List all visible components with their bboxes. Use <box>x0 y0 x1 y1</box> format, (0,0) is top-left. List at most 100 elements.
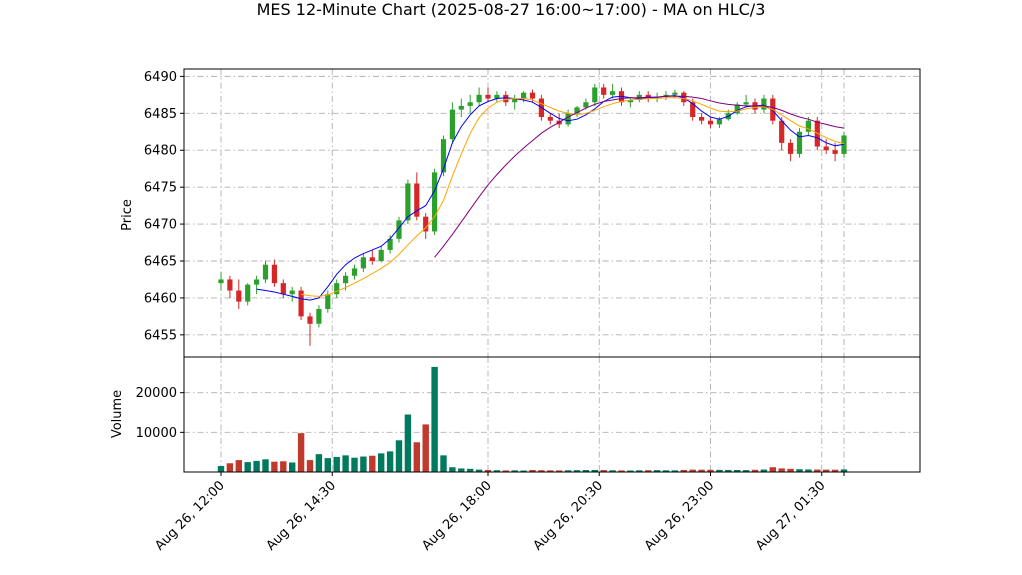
volume-bar <box>823 469 830 472</box>
price-y-ticks: 6455 6460 6465 6470 6475 6480 6485 6490 <box>144 70 184 343</box>
candle-body <box>387 238 393 250</box>
volume-bar <box>636 470 643 472</box>
volume-bar <box>351 457 358 472</box>
volume-bar <box>458 468 465 472</box>
volume-bar <box>564 470 572 472</box>
candle-body <box>432 172 438 232</box>
volume-bar <box>280 461 287 472</box>
candle <box>503 91 509 106</box>
candle <box>396 216 402 243</box>
candle-body <box>565 113 571 125</box>
candle-body <box>351 268 358 276</box>
volume-bar <box>502 470 509 472</box>
candle-body <box>414 183 420 217</box>
candle-body <box>512 98 518 103</box>
candle-body <box>699 117 705 121</box>
ma-line-3 <box>434 95 845 258</box>
candle <box>565 109 571 127</box>
volume-bar <box>591 469 598 472</box>
candle-body <box>369 257 375 261</box>
candle-body <box>325 294 331 309</box>
volume-bar <box>538 470 545 472</box>
price-tick-label: 6455 <box>144 328 177 343</box>
price-tick-label: 6485 <box>144 107 177 122</box>
volume-bar <box>431 366 438 472</box>
volume-bar <box>440 455 447 472</box>
volume-bar <box>760 469 768 472</box>
candle-body <box>503 94 509 103</box>
candle-body <box>592 87 598 103</box>
volume-bar <box>306 460 314 472</box>
candle <box>351 264 358 280</box>
price-tick-label: 6470 <box>144 218 177 233</box>
candle <box>796 128 803 158</box>
volume-bar <box>378 453 385 472</box>
volume-bar <box>289 462 296 472</box>
candle <box>610 83 616 99</box>
volume-bar <box>360 456 367 472</box>
candle <box>672 89 678 99</box>
volume-bar <box>582 470 590 472</box>
candle-body <box>690 102 696 117</box>
candle <box>271 259 277 287</box>
volume-panel-frame <box>183 356 921 473</box>
candle-body <box>654 97 660 99</box>
volume-tick-label: 10000 <box>136 426 177 441</box>
x-tick-label: Aug 26, 14:30 <box>264 478 340 554</box>
volume-bar <box>814 469 821 472</box>
candle-body <box>672 92 678 95</box>
volume-bar <box>742 470 750 472</box>
volume-bar <box>698 469 705 472</box>
candle-body <box>547 117 553 121</box>
volume-bar <box>725 469 732 472</box>
candle <box>316 305 322 328</box>
candle-body <box>227 279 233 291</box>
candle-body <box>467 102 473 106</box>
candle <box>690 98 696 121</box>
volume-bar <box>796 469 803 472</box>
candle-body <box>529 92 536 99</box>
candle-body <box>316 309 322 324</box>
candle <box>467 94 473 114</box>
volume-bar <box>226 463 234 472</box>
volume-bar <box>573 470 581 472</box>
candle-body <box>423 216 429 232</box>
volume-bar <box>342 455 349 472</box>
price-tick-label: 6475 <box>144 181 177 196</box>
candle <box>360 253 366 273</box>
candle-body <box>601 87 607 95</box>
candle <box>512 94 518 110</box>
volume-bar <box>707 469 714 472</box>
candle <box>227 275 233 298</box>
volume-bar <box>618 470 625 472</box>
candle-body <box>254 279 260 285</box>
candle <box>254 275 260 295</box>
x-axis-ticks: Aug 26, 12:00 Aug 26, 14:30 Aug 26, 18:00 A… <box>152 472 845 554</box>
price-tick-label: 6490 <box>144 70 177 85</box>
volume-bar <box>395 440 403 472</box>
ma-line-1 <box>256 95 845 301</box>
candle <box>325 290 331 313</box>
volume-bar <box>716 469 723 472</box>
volume-bar <box>600 470 607 472</box>
candle <box>592 83 598 106</box>
candle <box>707 117 714 129</box>
volume-bar <box>324 458 331 472</box>
volume-bar <box>235 460 242 472</box>
candle <box>458 98 464 117</box>
candle-body <box>378 249 384 261</box>
candle <box>423 213 429 239</box>
candle <box>236 279 242 309</box>
candle-body <box>574 107 580 114</box>
candle <box>805 117 811 136</box>
candle-body <box>271 264 277 284</box>
candle-body <box>218 279 224 284</box>
candle-body <box>449 109 455 140</box>
volume-bar <box>511 470 518 472</box>
volume-bar <box>333 456 340 472</box>
volume-bar <box>805 469 812 472</box>
candle-body <box>236 290 242 302</box>
volume-bar <box>751 469 759 472</box>
volume-bar <box>769 467 776 472</box>
